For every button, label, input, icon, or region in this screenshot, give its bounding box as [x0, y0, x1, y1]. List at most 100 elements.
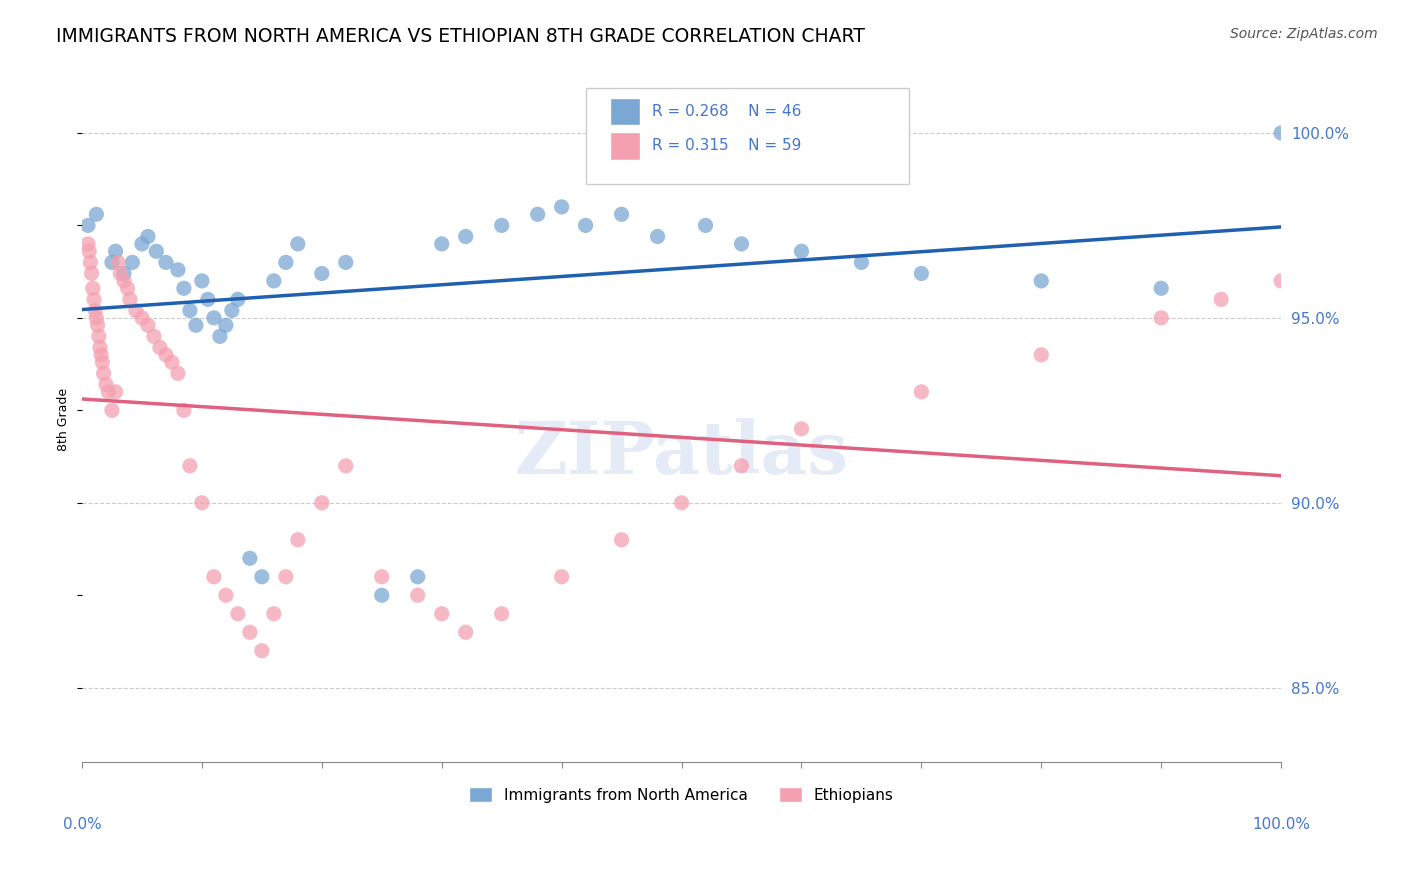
- FancyBboxPatch shape: [586, 87, 910, 184]
- Point: [671, 496, 693, 510]
- Point: [87, 329, 110, 343]
- Point: [121, 255, 143, 269]
- Point: [250, 644, 273, 658]
- Point: [112, 267, 135, 281]
- Point: [1031, 348, 1053, 362]
- Point: [155, 255, 177, 269]
- Point: [94, 377, 117, 392]
- Point: [179, 458, 201, 473]
- Y-axis label: 8th Grade: 8th Grade: [58, 388, 70, 451]
- Point: [173, 403, 195, 417]
- Point: [184, 318, 207, 333]
- Point: [131, 310, 153, 325]
- Point: [274, 570, 297, 584]
- Point: [239, 551, 262, 566]
- Point: [335, 255, 357, 269]
- Point: [790, 244, 813, 259]
- Point: [93, 367, 115, 381]
- Point: [910, 384, 932, 399]
- Point: [430, 607, 453, 621]
- Point: [173, 281, 195, 295]
- Point: [221, 303, 243, 318]
- Point: [167, 262, 190, 277]
- Point: [117, 281, 139, 295]
- Point: [1270, 274, 1292, 288]
- Point: [101, 255, 124, 269]
- Point: [730, 236, 752, 251]
- Point: [160, 355, 183, 369]
- Point: [101, 403, 124, 417]
- Point: [80, 267, 103, 281]
- Point: [202, 570, 225, 584]
- Point: [610, 207, 633, 221]
- Point: [97, 384, 120, 399]
- Point: [454, 625, 477, 640]
- Point: [86, 310, 108, 325]
- Point: [155, 348, 177, 362]
- Point: [263, 274, 285, 288]
- Point: [208, 329, 231, 343]
- Point: [226, 293, 249, 307]
- Point: [77, 219, 100, 233]
- Point: [202, 310, 225, 325]
- Point: [250, 570, 273, 584]
- Point: [239, 625, 262, 640]
- Point: [118, 293, 141, 307]
- Legend: Immigrants from North America, Ethiopians: Immigrants from North America, Ethiopian…: [463, 780, 900, 809]
- Point: [112, 274, 135, 288]
- Point: [910, 267, 932, 281]
- Text: IMMIGRANTS FROM NORTH AMERICA VS ETHIOPIAN 8TH GRADE CORRELATION CHART: IMMIGRANTS FROM NORTH AMERICA VS ETHIOPI…: [56, 27, 865, 45]
- Point: [1150, 281, 1173, 295]
- Point: [575, 219, 598, 233]
- Point: [145, 244, 167, 259]
- Point: [491, 219, 513, 233]
- Point: [191, 274, 214, 288]
- Point: [167, 367, 190, 381]
- Point: [191, 496, 214, 510]
- Point: [125, 303, 148, 318]
- Point: [215, 588, 238, 602]
- Point: [136, 229, 159, 244]
- Point: [371, 588, 394, 602]
- Point: [197, 293, 219, 307]
- Point: [104, 244, 127, 259]
- Text: 0.0%: 0.0%: [63, 817, 101, 832]
- Point: [86, 318, 108, 333]
- Point: [263, 607, 285, 621]
- Point: [91, 355, 114, 369]
- Point: [107, 255, 129, 269]
- Point: [647, 229, 669, 244]
- Text: 100.0%: 100.0%: [1253, 817, 1310, 832]
- Point: [226, 607, 249, 621]
- Point: [86, 207, 108, 221]
- Point: [335, 458, 357, 473]
- Point: [610, 533, 633, 547]
- Point: [695, 219, 717, 233]
- Point: [215, 318, 238, 333]
- Point: [287, 236, 309, 251]
- Point: [1211, 293, 1233, 307]
- FancyBboxPatch shape: [610, 98, 640, 126]
- FancyBboxPatch shape: [610, 132, 640, 160]
- Text: R = 0.315    N = 59: R = 0.315 N = 59: [651, 138, 801, 153]
- Point: [406, 588, 429, 602]
- Point: [79, 255, 101, 269]
- Point: [287, 533, 309, 547]
- Point: [90, 348, 112, 362]
- Point: [89, 341, 111, 355]
- Point: [790, 422, 813, 436]
- Point: [550, 570, 572, 584]
- Point: [1031, 274, 1053, 288]
- Point: [104, 384, 127, 399]
- Point: [142, 329, 165, 343]
- Point: [84, 303, 107, 318]
- Point: [371, 570, 394, 584]
- Point: [110, 267, 132, 281]
- Point: [454, 229, 477, 244]
- Point: [406, 570, 429, 584]
- Point: [82, 281, 104, 295]
- Point: [83, 293, 105, 307]
- Point: [526, 207, 548, 221]
- Point: [1270, 126, 1292, 140]
- Point: [851, 255, 873, 269]
